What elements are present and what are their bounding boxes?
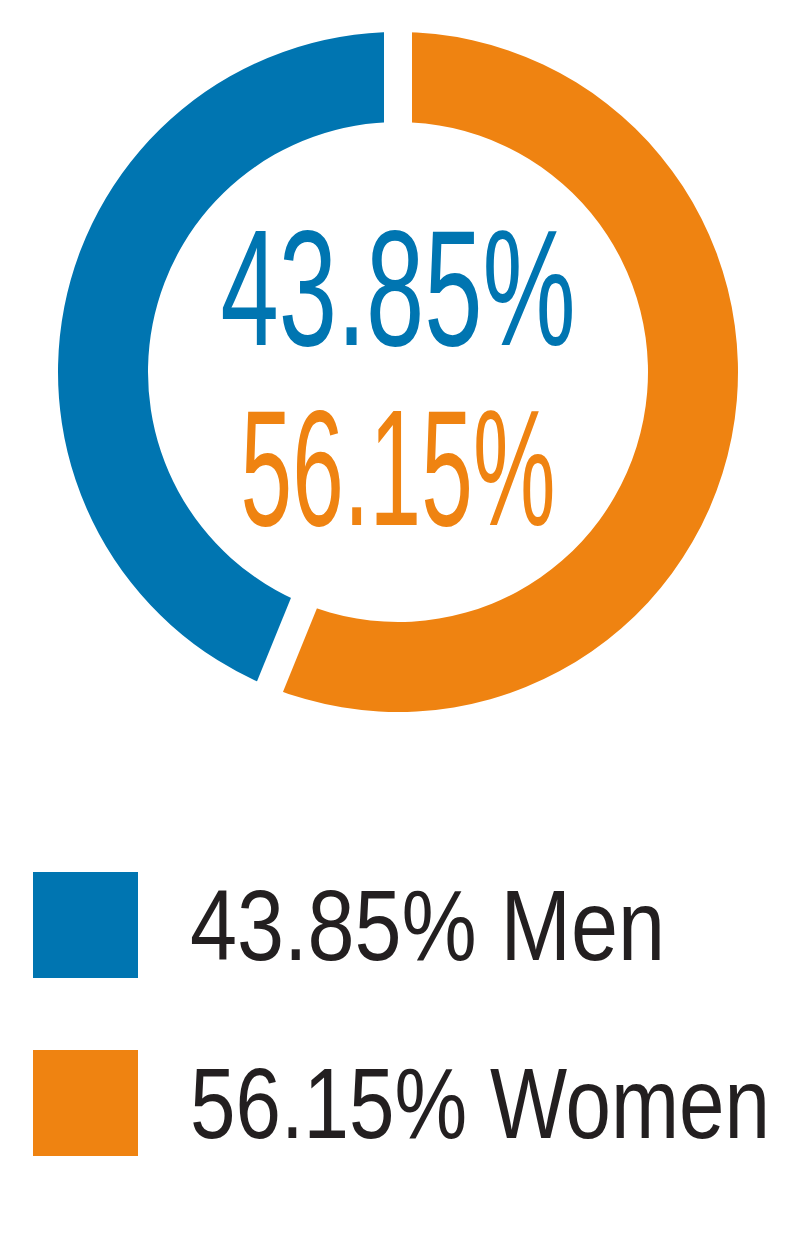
legend-value: 56.15% xyxy=(190,1047,467,1159)
legend-value: 43.85% xyxy=(190,869,477,981)
legend-name: Men xyxy=(500,869,665,981)
legend-label: 56.15%Women xyxy=(190,1047,770,1159)
slices xyxy=(58,32,738,712)
legend-name: Women xyxy=(490,1047,770,1159)
legend-label: 43.85%Men xyxy=(190,869,665,981)
slice-gap xyxy=(266,594,307,696)
legend-swatch xyxy=(33,1050,138,1156)
chart: 43.85%56.15%43.85%Men56.15%Women xyxy=(0,0,800,1250)
slice-gap xyxy=(384,22,412,132)
center-label: 56.15% xyxy=(241,376,556,560)
legend-swatch xyxy=(33,872,138,978)
legend: 43.85%Men 56.15%Women xyxy=(33,869,770,1159)
center-label: 43.85% xyxy=(221,196,576,380)
